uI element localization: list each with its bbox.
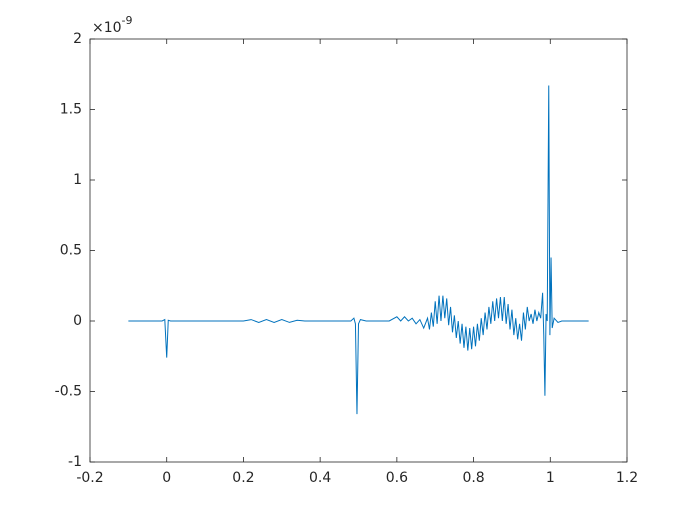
y-tick-label: -1 <box>68 454 82 470</box>
y-tick-label: 2 <box>73 31 82 47</box>
y-tick-label: -0.5 <box>55 384 82 400</box>
y-tick-label: 0.5 <box>60 243 82 259</box>
y-tick-label: 1.5 <box>60 102 82 118</box>
y-tick-label: 0 <box>73 313 82 329</box>
x-tick-label: -0.2 <box>76 470 103 486</box>
x-tick-label: 0.6 <box>386 470 408 486</box>
x-tick-label: 0.8 <box>462 470 484 486</box>
y-exponent: ×10-9 <box>92 14 133 36</box>
x-tick-label: 0 <box>162 470 171 486</box>
exponent-power: -9 <box>122 14 133 27</box>
x-tick-label: 0.4 <box>309 470 331 486</box>
data-line <box>128 85 589 415</box>
y-tick-label: 1 <box>73 172 82 188</box>
x-tick-label: 1 <box>546 470 555 486</box>
x-tick-label: 0.2 <box>232 470 254 486</box>
exponent-base: ×10 <box>92 20 122 36</box>
x-tick-label: 1.2 <box>616 470 638 486</box>
